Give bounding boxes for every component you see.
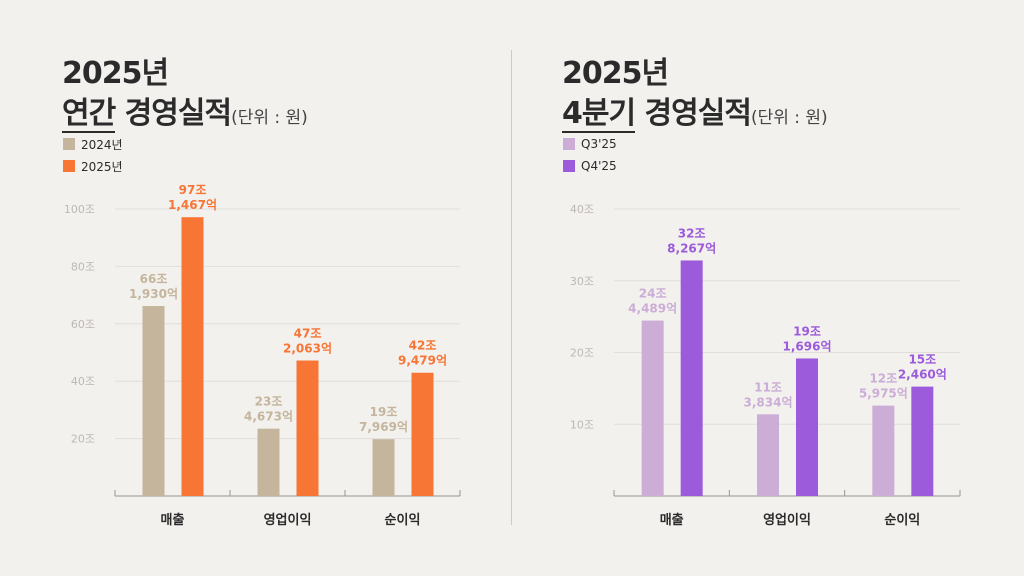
bar [257,428,280,496]
data-label: 8,267억 [667,241,716,255]
legend-label: 2025년 [81,159,123,174]
data-label: 7,969억 [359,420,408,434]
category-label: 영업이익 [264,512,312,528]
data-label: 1,467억 [168,198,217,212]
data-label: 12조 [869,372,897,386]
data-label: 9,479억 [398,354,447,368]
data-label: 97조 [179,183,207,197]
quarterly-unit: (단위 : 원) [750,108,828,128]
legend-label: Q4'25 [581,159,617,173]
data-label: 5,975억 [859,387,908,401]
data-label: 24조 [639,287,667,301]
data-label: 47조 [294,327,322,341]
quarterly-legend: Q3'25 Q4'25 [563,133,617,177]
bar [641,320,664,496]
data-label: 23조 [255,395,283,409]
data-label: 19조 [793,324,821,338]
y-tick-label: 100조 [64,203,95,216]
data-label: 2,063억 [283,342,332,356]
annual-title-highlight: 연간 [62,96,116,133]
quarterly-title: 4분기 경영실적(단위 : 원) [562,88,828,133]
bar [296,360,319,496]
data-label: 42조 [409,339,437,353]
data-label: 66조 [140,272,168,286]
y-tick-label: 30조 [570,275,594,288]
category-label: 매출 [161,512,185,528]
y-tick-label: 40조 [570,203,594,216]
bar [680,260,703,496]
legend-swatch [63,160,75,172]
y-tick-label: 60조 [71,318,95,331]
data-label: 15조 [908,353,936,367]
legend-swatch [563,160,575,172]
annual-title-rest: 경영실적 [124,96,232,131]
bar [372,439,395,496]
legend-item: 2025년 [63,155,123,177]
quarterly-title-year: 2025년 [562,56,669,91]
y-tick-label: 10조 [570,418,594,431]
data-label: 19조 [370,405,398,419]
bar [142,306,165,496]
category-label: 순이익 [884,512,920,528]
bar [872,405,895,496]
data-label: 4,673억 [244,410,293,424]
bar [411,372,434,496]
annual-unit: (단위 : 원) [231,108,308,128]
annual-title: 연간 경영실적(단위 : 원) [62,88,308,133]
legend-item: Q4'25 [563,155,617,177]
y-tick-label: 20조 [570,347,594,360]
category-label: 매출 [660,512,684,528]
quarterly-title-highlight: 4분기 [562,96,636,133]
y-tick-label: 40조 [71,375,95,388]
legend-label: Q3'25 [581,137,617,151]
bar [796,358,818,496]
category-label: 순이익 [385,512,421,528]
panel-divider [511,50,512,525]
bar [757,414,779,496]
data-label: 11조 [754,380,782,394]
y-tick-label: 80조 [71,260,95,273]
legend-item: 2024년 [63,133,123,155]
annual-title-year: 2025년 [62,56,169,91]
category-label: 영업이익 [763,512,811,528]
data-label: 32조 [678,226,706,240]
y-tick-label: 20조 [71,433,95,446]
quarterly-title-rest: 경영실적 [644,96,752,131]
data-label: 2,460억 [898,368,947,382]
annual-panel: 2025년 연간 경영실적(단위 : 원) 2024년 2025년 [62,56,308,177]
legend-label: 2024년 [81,137,123,152]
annual-legend: 2024년 2025년 [63,133,123,177]
legend-swatch [563,138,575,150]
data-label: 1,696억 [783,339,832,353]
quarterly-panel: 2025년 4분기 경영실적(단위 : 원) Q3'25 Q4'25 [512,0,1024,576]
data-label: 1,930억 [129,287,178,301]
legend-item: Q3'25 [563,133,617,155]
legend-swatch [63,138,75,150]
bar [181,217,204,496]
data-label: 4,489억 [628,302,677,316]
bar [911,386,934,496]
data-label: 3,834억 [744,395,793,409]
